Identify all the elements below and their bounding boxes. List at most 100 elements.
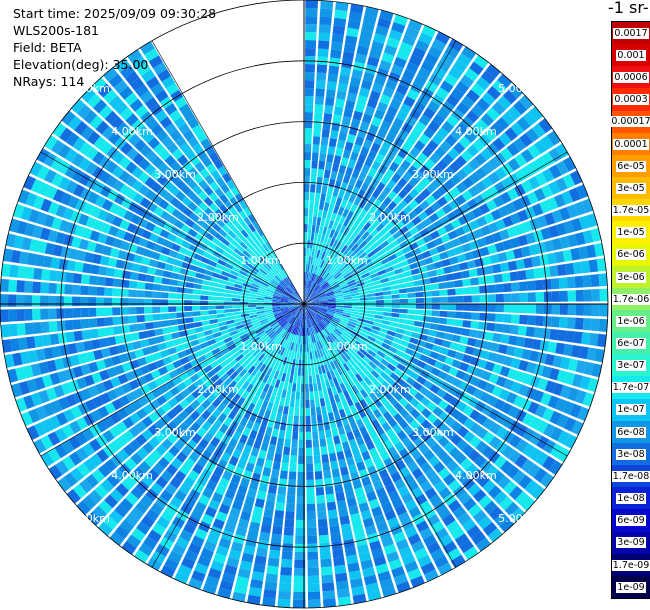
- range-bin: [295, 527, 306, 537]
- range-bin: [102, 379, 114, 391]
- range-bin: [316, 414, 323, 424]
- range-bin: [509, 324, 519, 335]
- range-bin: [320, 193, 326, 203]
- range-bin: [233, 583, 248, 595]
- range-bin: [224, 305, 233, 309]
- range-bin: [520, 245, 531, 258]
- range-bin: [522, 111, 537, 127]
- range-bin: [126, 351, 137, 361]
- range-bin: [108, 73, 124, 88]
- range-bin: [36, 148, 50, 164]
- range-bin: [353, 234, 361, 243]
- range-bin: [135, 433, 148, 446]
- range-bin: [33, 267, 43, 280]
- range-bin: [310, 294, 318, 300]
- range-bin: [308, 216, 313, 225]
- range-bin: [212, 331, 222, 339]
- range-bin: [184, 416, 195, 427]
- range-bin: [304, 80, 315, 89]
- range-bin: [350, 254, 359, 262]
- range-bin: [442, 392, 454, 403]
- range-bin: [383, 44, 398, 56]
- range-bin: [555, 342, 565, 355]
- range-bin: [154, 359, 165, 369]
- range-bin: [326, 325, 334, 333]
- range-bin: [38, 182, 51, 197]
- range-bin: [160, 470, 173, 483]
- range-bin: [354, 53, 367, 64]
- range-bin: [350, 267, 359, 275]
- range-bin: [76, 250, 87, 262]
- range-bin: [79, 141, 93, 156]
- range-bin: [295, 391, 300, 400]
- range-bin: [528, 447, 542, 462]
- range-bin: [257, 258, 265, 266]
- range-bin: [274, 379, 281, 389]
- range-bin: [288, 299, 297, 303]
- range-bin: [106, 267, 116, 277]
- range-bin: [134, 84, 149, 98]
- range-bin: [359, 379, 368, 389]
- ring-label: 1.00km: [240, 254, 282, 267]
- range-bin: [276, 494, 286, 504]
- range-bin: [574, 317, 584, 330]
- range-bin: [361, 164, 371, 175]
- range-bin: [349, 404, 358, 414]
- range-bin: [310, 308, 318, 314]
- range-bin: [306, 311, 309, 320]
- ring-label: 2.00km: [197, 383, 239, 396]
- range-bin: [193, 206, 204, 217]
- range-bin: [257, 237, 265, 246]
- range-bin: [229, 206, 239, 217]
- colorbar: 0.0017 0.001 0.0006 0.0003 0.00017 0.0001 6e-0…: [610, 21, 650, 599]
- range-bin: [352, 428, 362, 439]
- range-bin: [311, 299, 320, 302]
- range-bin: [276, 388, 283, 398]
- range-bin: [315, 333, 320, 342]
- range-bin: [305, 311, 308, 320]
- range-bin: [439, 289, 448, 296]
- range-bin: [100, 222, 112, 234]
- range-bin: [294, 407, 300, 416]
- range-bin: [342, 331, 351, 338]
- range-bin: [450, 87, 465, 101]
- range-bin: [274, 275, 282, 283]
- range-bin: [124, 92, 139, 106]
- range-bin: [396, 110, 408, 122]
- range-bin: [325, 313, 334, 318]
- range-bin: [254, 260, 263, 269]
- range-bin: [205, 575, 220, 587]
- range-bin: [224, 293, 233, 298]
- range-bin: [283, 340, 289, 349]
- range-bin: [289, 284, 295, 292]
- range-bin: [374, 261, 383, 269]
- range-bin: [581, 332, 591, 345]
- range-bin: [387, 386, 397, 396]
- range-bin: [476, 474, 490, 488]
- range-bin: [241, 348, 250, 357]
- range-bin: [359, 309, 368, 314]
- range-bin: [32, 322, 42, 334]
- range-bin: [60, 246, 71, 259]
- range-bin: [502, 215, 514, 228]
- range-bin: [368, 361, 377, 370]
- range-bin: [83, 340, 93, 352]
- range-bin: [326, 312, 335, 317]
- range-bin: [329, 322, 337, 329]
- range-bin: [433, 237, 444, 247]
- range-bin: [364, 174, 374, 185]
- range-bin: [304, 296, 307, 304]
- range-bin: [381, 257, 390, 265]
- range-bin: [152, 352, 162, 361]
- range-bin: [392, 117, 404, 129]
- range-bin: [544, 353, 555, 366]
- range-bin: [268, 350, 275, 359]
- range-bin: [309, 192, 315, 201]
- range-bin: [329, 370, 336, 379]
- range-bin: [306, 248, 310, 257]
- range-bin: [375, 311, 384, 316]
- range-bin: [493, 398, 506, 411]
- range-bin: [318, 390, 324, 399]
- range-bin: [75, 341, 85, 353]
- range-bin: [331, 341, 339, 350]
